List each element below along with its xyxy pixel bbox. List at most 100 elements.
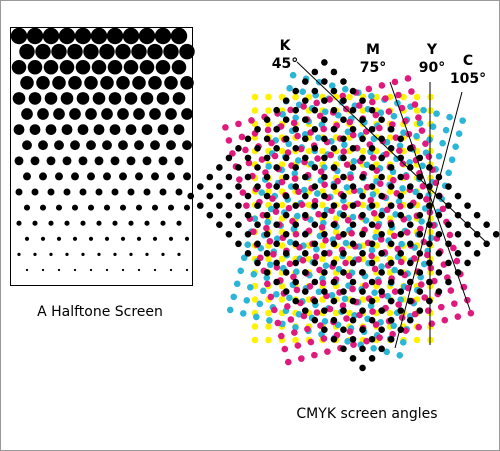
ink-dot — [254, 164, 261, 171]
ink-dot — [423, 196, 430, 203]
ink-dot — [263, 173, 271, 181]
ink-dot — [300, 186, 308, 194]
ink-dot — [454, 230, 462, 238]
dot — [53, 108, 65, 120]
dot — [96, 220, 102, 226]
ink-dot — [237, 267, 245, 275]
dot — [112, 220, 118, 226]
dot — [118, 140, 128, 151]
dot — [59, 59, 75, 75]
dot — [58, 27, 76, 45]
ink-dot — [293, 286, 301, 294]
ink-dot — [305, 147, 313, 155]
ink-dot — [346, 118, 354, 126]
ink-dot — [317, 168, 325, 175]
dot — [139, 59, 155, 75]
ink-dot — [321, 211, 328, 219]
ink-dot — [373, 215, 380, 222]
ink-dot — [311, 68, 319, 76]
ink-dot — [330, 125, 338, 133]
dot — [33, 252, 37, 257]
ink-dot — [355, 256, 362, 263]
ink-dot — [390, 176, 397, 184]
dot — [54, 140, 64, 151]
ink-dot — [235, 183, 242, 190]
ink-dot — [318, 223, 326, 231]
dot — [160, 220, 166, 226]
ink-dot — [378, 345, 385, 353]
ink-dot — [387, 145, 395, 152]
dot — [84, 76, 98, 90]
ink-dot — [292, 221, 300, 229]
dot — [20, 76, 34, 90]
ink-dot — [340, 326, 347, 334]
ink-dot — [399, 160, 407, 167]
ink-dot — [298, 355, 305, 362]
ink-dot — [244, 173, 252, 181]
ink-dot — [330, 87, 338, 95]
ink-dot — [397, 173, 405, 181]
dot — [75, 59, 91, 75]
ink-dot — [271, 306, 278, 314]
ink-dot — [311, 221, 319, 229]
ink-dot — [378, 154, 385, 162]
ink-dot — [417, 281, 425, 288]
dot — [16, 220, 22, 226]
ink-dot — [281, 345, 289, 353]
ink-dot — [301, 269, 309, 276]
dot — [94, 156, 104, 166]
ink-dot — [330, 278, 338, 286]
dot — [124, 92, 138, 105]
ink-dot — [396, 203, 404, 210]
ink-dot — [369, 154, 377, 161]
ink-dot — [282, 230, 290, 238]
ink-dot — [376, 334, 383, 341]
dot — [65, 252, 69, 257]
ink-dot — [315, 78, 323, 86]
dot — [17, 252, 21, 257]
ink-dot — [315, 210, 322, 218]
ink-dot — [413, 93, 421, 101]
dot — [127, 188, 135, 196]
dot — [79, 188, 87, 196]
ink-dot — [291, 170, 299, 177]
ink-dot — [368, 125, 376, 133]
ink-dot — [250, 228, 257, 236]
ink-dot — [344, 338, 351, 345]
ink-dot — [301, 211, 309, 219]
dot — [137, 268, 141, 272]
ink-dot — [387, 240, 395, 248]
ink-dot — [347, 174, 354, 181]
ink-dot — [406, 145, 414, 152]
ink-dot — [340, 345, 347, 353]
ink-dot — [419, 162, 426, 170]
ink-dot — [396, 147, 403, 154]
ink-dot — [330, 221, 338, 229]
ink-dot — [374, 223, 382, 230]
ink-dot — [372, 233, 379, 241]
ink-dot — [454, 192, 462, 200]
ink-dot — [359, 296, 367, 303]
ink-label: C — [463, 53, 473, 69]
ink-dot — [369, 98, 376, 106]
ink-dot — [340, 135, 347, 143]
ink-dot — [335, 233, 342, 241]
dot — [156, 92, 170, 105]
ink-dot — [368, 246, 376, 254]
dot — [52, 76, 66, 90]
ink-dot — [349, 278, 357, 286]
dot — [180, 76, 194, 90]
ink-dot — [359, 135, 366, 143]
ink-dot — [445, 221, 452, 229]
ink-dot — [340, 148, 347, 155]
ink-dot — [320, 335, 328, 342]
ink-dot — [300, 312, 308, 320]
ink-dot — [426, 164, 433, 171]
dot — [133, 108, 145, 120]
ink-dot — [368, 106, 376, 114]
ink-dot — [378, 263, 385, 270]
ink-dot — [406, 240, 414, 248]
dot — [25, 268, 29, 272]
ink-dot — [272, 208, 280, 215]
ink-dot — [415, 323, 422, 331]
